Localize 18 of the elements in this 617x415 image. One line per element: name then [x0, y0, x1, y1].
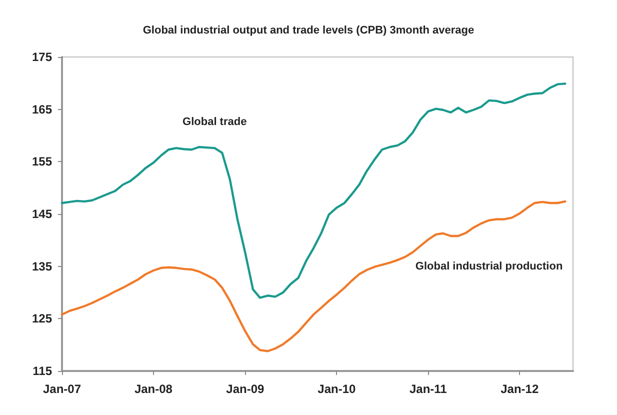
y-tick-label: 135 — [32, 259, 52, 274]
y-tick-label: 125 — [32, 312, 52, 326]
x-tick-label: Jan-10 — [318, 382, 356, 396]
x-tick-label: Jan-08 — [134, 382, 173, 396]
y-tick-label: 175 — [32, 50, 52, 64]
x-tick-label: Jan-11 — [409, 382, 448, 396]
chart-title: Global industrial output and trade levels (CPB) 3month average — [142, 24, 474, 36]
x-tick-label: Jan-07 — [42, 382, 82, 396]
line-series — [60, 200, 566, 352]
series-label: Global trade — [182, 116, 247, 128]
y-tick-label: 155 — [32, 154, 52, 169]
y-tick-label: 115 — [32, 364, 52, 378]
line-series — [60, 82, 566, 299]
x-tick-label: Jan-12 — [500, 382, 539, 396]
series-label: Global industrial production — [415, 260, 563, 272]
y-tick-label: 145 — [32, 207, 52, 221]
x-tick-label: Jan-09 — [226, 382, 265, 396]
y-tick-label: 165 — [32, 102, 52, 116]
